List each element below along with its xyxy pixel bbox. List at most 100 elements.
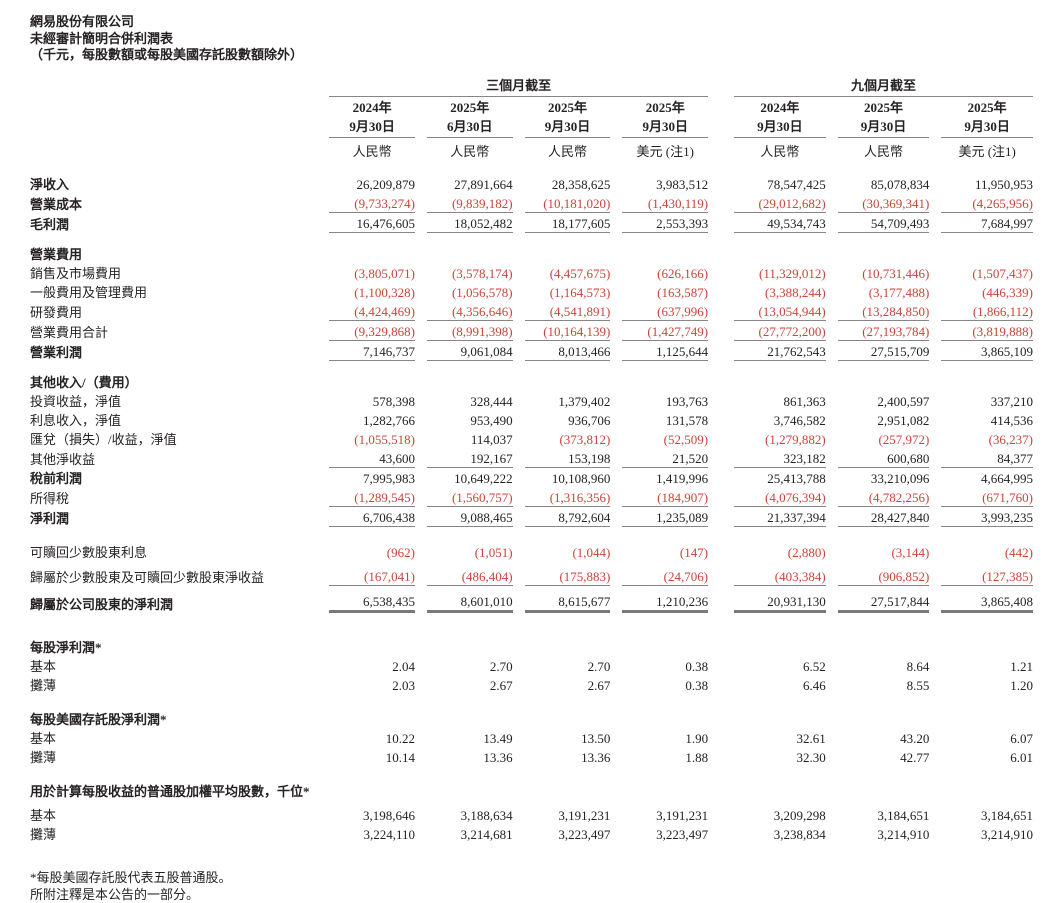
row-label: 營業成本 xyxy=(30,196,83,212)
cell-value: 1.90 xyxy=(685,730,709,746)
cell-value: 78,547,425 xyxy=(767,176,826,192)
group-gap xyxy=(720,429,722,448)
cell-value: 936,706 xyxy=(568,412,611,428)
cell-value: 3,993,235 xyxy=(941,507,1033,527)
cell-value: 2.67 xyxy=(587,677,611,693)
group-gap xyxy=(720,410,722,429)
cell-value: 85,078,834 xyxy=(870,176,930,192)
spacer-row xyxy=(30,613,1033,637)
cell-value: 10.14 xyxy=(385,749,415,765)
cell-value: 193,763 xyxy=(665,393,709,409)
column-currency: 人民幣 xyxy=(548,143,588,159)
column-year: 2025年 xyxy=(645,99,685,115)
row-label: 攤薄 xyxy=(30,749,57,765)
cell-value: (906,852) xyxy=(837,566,930,586)
cell-value: (3,578,174) xyxy=(451,265,513,281)
column-header-row: 2024年 2025年 2025年 2025年 2024年 2025年 2025年 xyxy=(30,97,1033,116)
cell-value: 1.20 xyxy=(1010,677,1033,693)
table-row: 利息收入，淨值 1,282,766 953,490 936,706 131,578 3,7… xyxy=(30,410,1033,429)
cell-value: 21,520 xyxy=(622,448,709,468)
cell-value: 2.04 xyxy=(392,658,415,674)
cell-value: 6.46 xyxy=(802,677,826,693)
table-row: 淨利潤 6,706,438 9,088,465 8,792,604 1,235,089 2… xyxy=(30,507,1033,527)
column-date: 6月30日 xyxy=(426,116,513,138)
spacer-cell xyxy=(30,361,317,372)
group-gap xyxy=(720,97,722,116)
group-gap xyxy=(720,805,722,824)
cell-value: (4,076,394) xyxy=(734,487,826,507)
row-label: 基本 xyxy=(30,730,57,746)
cell-value: 13.36 xyxy=(483,749,513,765)
header-padding-row xyxy=(30,160,1033,174)
group-gap xyxy=(720,468,722,487)
spacer-cell xyxy=(30,613,317,637)
column-header-row: 人民幣 人民幣 人民幣 美元 (注1) 人民幣 人民幣 美元 (注1) xyxy=(30,138,1033,160)
group-gap xyxy=(720,193,722,213)
table-row: 基本 3,198,646 3,188,634 3,191,231 3,191,231 3,… xyxy=(30,805,1033,824)
cell-value: 0.38 xyxy=(685,677,709,693)
cell-value: 3,191,231 xyxy=(656,807,709,823)
row-label: 投資收益，淨值 xyxy=(30,393,122,409)
cell-value: 6.07 xyxy=(1010,730,1033,746)
column-year: 2024年 xyxy=(352,99,392,115)
statement-unit-note: （千元，每股數額或每股美國存託股數額除外） xyxy=(30,47,304,62)
cell-value: (962) xyxy=(386,544,415,560)
cell-value: (52,509) xyxy=(663,431,709,447)
cell-value: 3,224,110 xyxy=(363,826,415,842)
cell-value: (10,181,020) xyxy=(524,193,611,213)
table-row: 基本 10.22 13.49 13.50 1.90 32.61 43.20 6.07 xyxy=(30,728,1033,747)
group-gap xyxy=(720,74,722,97)
cell-value: (3,388,244) xyxy=(765,284,826,300)
table-row: 稅前利潤 7,995,983 10,649,222 10,108,960 1,419,9… xyxy=(30,468,1033,487)
cell-value: (9,733,274) xyxy=(329,193,415,213)
cell-value: (373,812) xyxy=(559,431,611,447)
column-date: 9月30日 xyxy=(622,116,709,138)
spacer-row xyxy=(30,233,1033,244)
document-header: 網易股份有限公司 未經審計簡明合併利潤表 （千元，每股數額或每股美國存託股數額除… xyxy=(18,14,1045,64)
cell-value: (10,164,139) xyxy=(524,321,611,341)
spacer-row xyxy=(30,694,1033,709)
table-row: 營業成本 (9,733,274) (9,839,182) (10,181,020) (1… xyxy=(30,193,1033,213)
cell-value: (147) xyxy=(679,544,709,560)
cell-value: (13,054,944) xyxy=(734,301,826,321)
cell-value: 953,490 xyxy=(470,412,513,428)
cell-value: (1,316,356) xyxy=(524,487,611,507)
cell-value: 3,184,651 xyxy=(877,807,930,823)
row-label: 銷售及市場費用 xyxy=(30,265,122,281)
column-year: 2025年 xyxy=(967,99,1007,115)
cell-value: 3,238,834 xyxy=(773,826,826,842)
cell-value: 26,209,879 xyxy=(356,176,415,192)
table-row: 投資收益，淨值 578,398 328,444 1,379,402 193,763 861… xyxy=(30,391,1033,410)
cell-value: 10,649,222 xyxy=(454,470,513,486)
group-gap xyxy=(720,507,722,527)
cell-value: 10.22 xyxy=(385,730,415,746)
cell-value: (446,339) xyxy=(982,284,1033,300)
cell-value: 3,184,651 xyxy=(981,807,1033,823)
group-gap xyxy=(720,301,722,321)
section-label: 每股淨利潤* xyxy=(30,639,102,655)
group-gap xyxy=(720,116,722,138)
section-header-row: 用於計算每股收益的普通股加權平均股數，千位* xyxy=(30,781,1033,800)
cell-value: (4,424,469) xyxy=(329,301,415,321)
table-row: 毛利潤 16,476,605 18,052,482 18,177,605 2,553,3… xyxy=(30,213,1033,233)
cell-value: 9,088,465 xyxy=(426,507,513,527)
row-label-spacer xyxy=(30,97,317,116)
cell-value: 3,865,109 xyxy=(941,341,1033,361)
group-gap xyxy=(720,747,722,766)
cell-value: 3,223,497 xyxy=(558,826,611,842)
spacer-row xyxy=(30,527,1033,542)
table-row: 歸屬於公司股東的淨利潤 6,538,435 8,601,010 8,615,677 1,… xyxy=(30,591,1033,613)
row-label: 攤薄 xyxy=(30,677,57,693)
cell-value: 0.38 xyxy=(685,658,709,674)
section-header-row: 其他收入/（費用） xyxy=(30,372,1033,391)
footnote-notes: 所附注釋是本公告的一部分。 xyxy=(30,886,200,902)
cell-value: 2.03 xyxy=(392,677,415,693)
row-label-spacer xyxy=(30,74,317,97)
cell-value: (1,100,328) xyxy=(354,284,415,300)
spacer-cell xyxy=(30,233,317,244)
cell-value: 6,706,438 xyxy=(329,507,415,527)
cell-value: (3,819,888) xyxy=(941,321,1033,341)
group-gap xyxy=(720,341,722,361)
cell-value: (442) xyxy=(1004,544,1033,560)
cell-value: (1,164,573) xyxy=(549,284,611,300)
